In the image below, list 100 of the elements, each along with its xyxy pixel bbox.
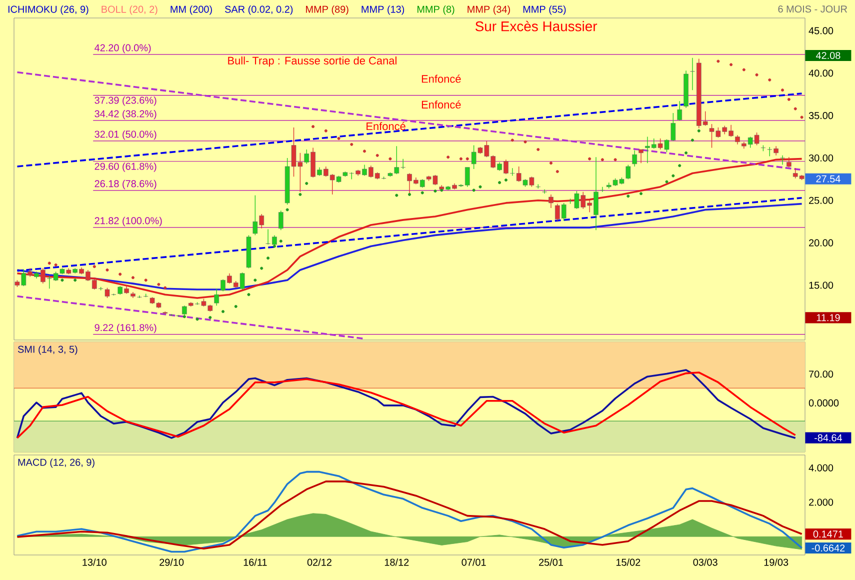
y-tick-label: 70.00 <box>809 370 834 378</box>
point <box>208 316 212 319</box>
point <box>266 256 270 260</box>
point <box>716 60 720 63</box>
ref-line-label: 37.39 (23.6%) <box>94 96 156 106</box>
line-series <box>16 158 803 299</box>
point <box>498 181 502 184</box>
chart-title: SMI (14, 3, 5) <box>18 346 78 355</box>
chart-title: MACD (12, 26, 9) <box>18 458 94 468</box>
point <box>272 244 276 248</box>
x-tick-label: 15/02 <box>616 558 640 566</box>
candlestick <box>638 149 644 164</box>
x-tick-label: 29/10 <box>160 558 184 566</box>
candlestick <box>278 210 284 230</box>
point <box>478 185 482 188</box>
x-tick-label: 07/01 <box>462 558 486 566</box>
candlestick <box>786 156 792 168</box>
point <box>106 268 109 272</box>
ref-line-label: 9.22 (161.8%) <box>94 324 156 334</box>
ref-line-label: 26.18 (78.6%) <box>94 180 156 190</box>
annotation: Enfoncé <box>422 100 461 109</box>
text: 11.19 <box>816 314 840 322</box>
text: 42.08 <box>816 52 840 60</box>
point <box>312 125 315 128</box>
candlestick <box>626 164 631 180</box>
candlestick <box>542 189 547 194</box>
point <box>781 88 784 92</box>
point <box>222 310 225 314</box>
point <box>408 192 412 196</box>
text: MMP (55) <box>523 6 566 15</box>
point <box>755 73 758 76</box>
x-tick-label: 03/03 <box>693 558 718 566</box>
x-tick-label: 19/03 <box>764 558 788 566</box>
candlestick <box>690 58 695 90</box>
point <box>48 262 51 265</box>
point <box>131 276 134 280</box>
point <box>536 148 540 151</box>
annotation: Bull- Trap : Fausse sortie de Canal <box>228 56 396 67</box>
point <box>144 278 148 282</box>
x-tick-label: 16/11 <box>244 558 267 566</box>
point <box>800 116 804 119</box>
line-series <box>16 470 803 553</box>
point <box>614 158 617 162</box>
point <box>298 192 302 196</box>
point <box>395 194 398 197</box>
point <box>362 150 366 153</box>
point <box>549 162 552 165</box>
text: MMP (13) <box>362 6 404 15</box>
y-tick-label: 30.00 <box>808 154 834 162</box>
text: 27.54 <box>816 175 840 182</box>
point <box>196 318 199 321</box>
ref-line-label: 21.82 (100.0%) <box>94 216 162 226</box>
point <box>524 140 527 144</box>
candlestick <box>735 134 740 145</box>
text: BOLL (20, 2) <box>102 6 158 15</box>
point <box>60 278 64 282</box>
point <box>504 178 508 182</box>
text: 0.1471 <box>813 530 843 538</box>
point <box>665 180 668 184</box>
x-tick-label: 02/12 <box>307 558 332 566</box>
annotation: Enfoncé <box>366 122 406 130</box>
point <box>286 208 289 212</box>
point <box>388 157 392 160</box>
point <box>730 63 733 66</box>
y-tick-label: 4.000 <box>808 464 834 472</box>
point <box>305 182 308 185</box>
point <box>697 129 700 132</box>
chart-subtitle: 6 MOIS - JOUR <box>778 6 848 13</box>
point <box>279 240 282 243</box>
point <box>640 192 643 196</box>
point <box>74 278 77 282</box>
candlestick <box>677 100 682 121</box>
point <box>247 293 250 296</box>
ref-line-label: 42.20 (0.0%) <box>94 44 151 54</box>
y-tick-label: 0.0000 <box>808 399 839 406</box>
point <box>626 194 630 198</box>
point <box>234 304 238 308</box>
point <box>794 107 797 110</box>
point <box>434 190 437 193</box>
point <box>350 142 354 146</box>
point <box>260 266 264 270</box>
point <box>768 78 772 82</box>
candlestick <box>137 295 142 298</box>
point <box>157 282 160 286</box>
point <box>684 151 688 154</box>
text: -0.6642 <box>812 544 845 552</box>
point <box>510 138 514 142</box>
candlestick <box>214 288 219 306</box>
annotation: Sur Excès Haussier <box>475 20 598 32</box>
y-tick-label: 35.00 <box>808 112 834 120</box>
point <box>337 136 340 140</box>
text: MMP (8) <box>417 6 454 15</box>
point <box>446 156 450 159</box>
candlestick <box>632 150 637 167</box>
point <box>182 315 186 318</box>
x-tick-label: 25/01 <box>539 558 563 566</box>
candlestick <box>182 305 187 316</box>
candlestick <box>548 194 554 208</box>
point <box>742 68 746 72</box>
y-tick-label: 20.00 <box>809 239 834 246</box>
